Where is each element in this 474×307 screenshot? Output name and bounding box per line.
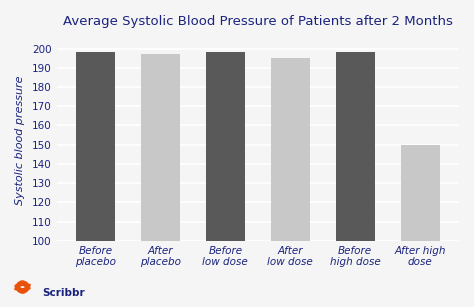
Wedge shape	[14, 280, 31, 291]
Bar	[336, 52, 374, 241]
Bar	[76, 52, 115, 241]
Bar	[271, 58, 310, 241]
Bar	[141, 54, 180, 241]
Wedge shape	[14, 283, 31, 294]
Y-axis label: Systolic blood pressure: Systolic blood pressure	[15, 75, 25, 205]
Text: Scribbr: Scribbr	[43, 288, 85, 298]
Bar	[206, 52, 245, 241]
Bar	[401, 145, 439, 241]
Title: Average Systolic Blood Pressure of Patients after 2 Months: Average Systolic Blood Pressure of Patie…	[63, 15, 453, 28]
